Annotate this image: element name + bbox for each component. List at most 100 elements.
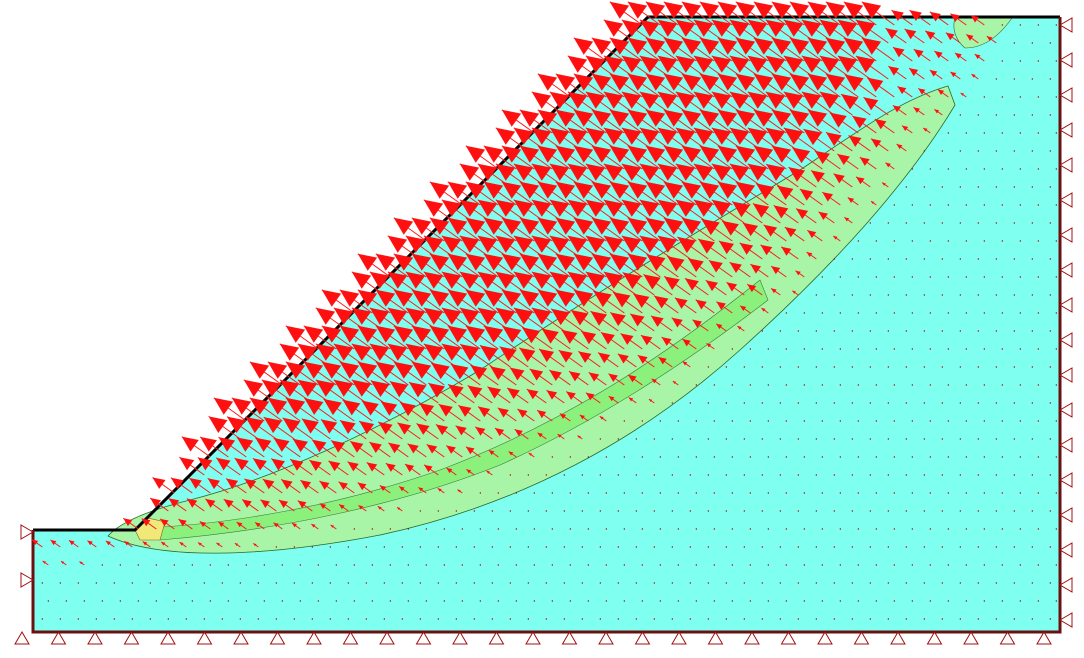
vector-head bbox=[447, 325, 468, 343]
vector-head bbox=[701, 218, 720, 236]
vector-dot bbox=[941, 258, 944, 260]
vector-dot bbox=[995, 294, 998, 296]
vector-dot bbox=[833, 294, 836, 296]
vector-head bbox=[699, 109, 720, 127]
vector-dot bbox=[743, 618, 746, 620]
vector-head bbox=[627, 1, 648, 19]
vector-dot bbox=[1019, 132, 1022, 134]
vector-head bbox=[123, 518, 133, 527]
vector-head bbox=[807, 109, 828, 127]
vector-head bbox=[519, 253, 540, 271]
vector-head bbox=[657, 55, 678, 73]
vector-dot bbox=[761, 474, 764, 476]
vector-dot bbox=[335, 600, 338, 602]
vector-dot bbox=[1049, 150, 1052, 152]
support bbox=[20, 572, 34, 588]
vector-dot bbox=[1037, 240, 1040, 242]
vector-head bbox=[429, 181, 450, 199]
vector-dot bbox=[635, 438, 638, 440]
vector-dot bbox=[893, 204, 896, 206]
vector-dot bbox=[731, 456, 734, 458]
vector-head bbox=[495, 235, 516, 253]
vector-dot bbox=[959, 510, 962, 512]
vector-dot bbox=[137, 564, 140, 566]
vector-head bbox=[771, 109, 792, 127]
vector-dot bbox=[1001, 528, 1004, 530]
vector-dot bbox=[551, 528, 554, 530]
vector-dot bbox=[1055, 456, 1058, 458]
vector-dot bbox=[641, 564, 644, 566]
vector-head bbox=[633, 293, 650, 308]
vector-dot bbox=[1049, 366, 1052, 368]
vector-dot bbox=[581, 582, 584, 584]
vector-dot bbox=[635, 618, 638, 620]
vector-head bbox=[590, 311, 608, 326]
vector-dot bbox=[911, 276, 914, 278]
vector-head bbox=[639, 19, 660, 37]
support bbox=[1059, 17, 1073, 33]
vector-dot bbox=[671, 402, 674, 404]
vector-dot bbox=[965, 204, 968, 206]
vector-dot bbox=[941, 582, 944, 584]
vector-head bbox=[309, 459, 322, 472]
vector-head bbox=[693, 127, 714, 145]
vector-head bbox=[807, 230, 817, 239]
vector-dot bbox=[677, 564, 680, 566]
vector-dot bbox=[1031, 114, 1034, 116]
vector-head bbox=[216, 542, 220, 546]
vector-dot bbox=[1013, 78, 1016, 80]
vector-dot bbox=[929, 204, 932, 206]
vector-head bbox=[207, 478, 220, 490]
vector-dot bbox=[473, 510, 476, 512]
support bbox=[1059, 612, 1073, 628]
vector-dot bbox=[689, 582, 692, 584]
vector-dot bbox=[131, 618, 134, 620]
vector-dot bbox=[929, 312, 932, 314]
vector-dot bbox=[623, 492, 626, 494]
support bbox=[1059, 507, 1073, 523]
vector-head bbox=[181, 436, 199, 452]
vector-head bbox=[681, 37, 702, 55]
vector-head bbox=[567, 55, 588, 73]
vector-dot bbox=[707, 438, 710, 440]
vector-head bbox=[502, 326, 522, 343]
vector-dot bbox=[929, 384, 932, 386]
vector-head bbox=[319, 503, 327, 509]
vector-head bbox=[742, 222, 759, 237]
vector-dot bbox=[875, 312, 878, 314]
vector-dot bbox=[119, 600, 122, 602]
vector-head bbox=[599, 416, 604, 420]
vector-head bbox=[573, 109, 594, 127]
vector-dot bbox=[725, 366, 728, 368]
vector-dot bbox=[749, 564, 752, 566]
vector-head bbox=[591, 37, 612, 55]
vector-dot bbox=[839, 456, 842, 458]
vector-head bbox=[304, 398, 324, 415]
vector-dot bbox=[869, 438, 872, 440]
vector-head bbox=[559, 413, 567, 419]
vector-dot bbox=[101, 564, 104, 566]
vector-head bbox=[379, 485, 387, 491]
vector-dot bbox=[977, 222, 980, 224]
vector-dot bbox=[401, 618, 404, 620]
vector-head bbox=[459, 163, 480, 181]
vector-head bbox=[267, 361, 288, 379]
vector-dot bbox=[749, 456, 752, 458]
vector-dot bbox=[725, 402, 728, 404]
vector-head bbox=[747, 19, 768, 37]
vector-head bbox=[495, 307, 516, 325]
vector-dot bbox=[293, 582, 296, 584]
vector-head bbox=[672, 381, 677, 384]
vector-dot bbox=[833, 582, 836, 584]
vector-dot bbox=[911, 456, 914, 458]
vector-head bbox=[610, 312, 626, 327]
vector-dot bbox=[1055, 204, 1058, 206]
vector-head bbox=[522, 327, 541, 344]
vector-head bbox=[777, 185, 794, 200]
vector-dot bbox=[977, 258, 980, 260]
vector-head bbox=[501, 289, 522, 307]
support bbox=[634, 631, 651, 645]
vector-dot bbox=[365, 546, 368, 548]
vector-dot bbox=[983, 96, 986, 98]
vector-head bbox=[351, 307, 372, 325]
